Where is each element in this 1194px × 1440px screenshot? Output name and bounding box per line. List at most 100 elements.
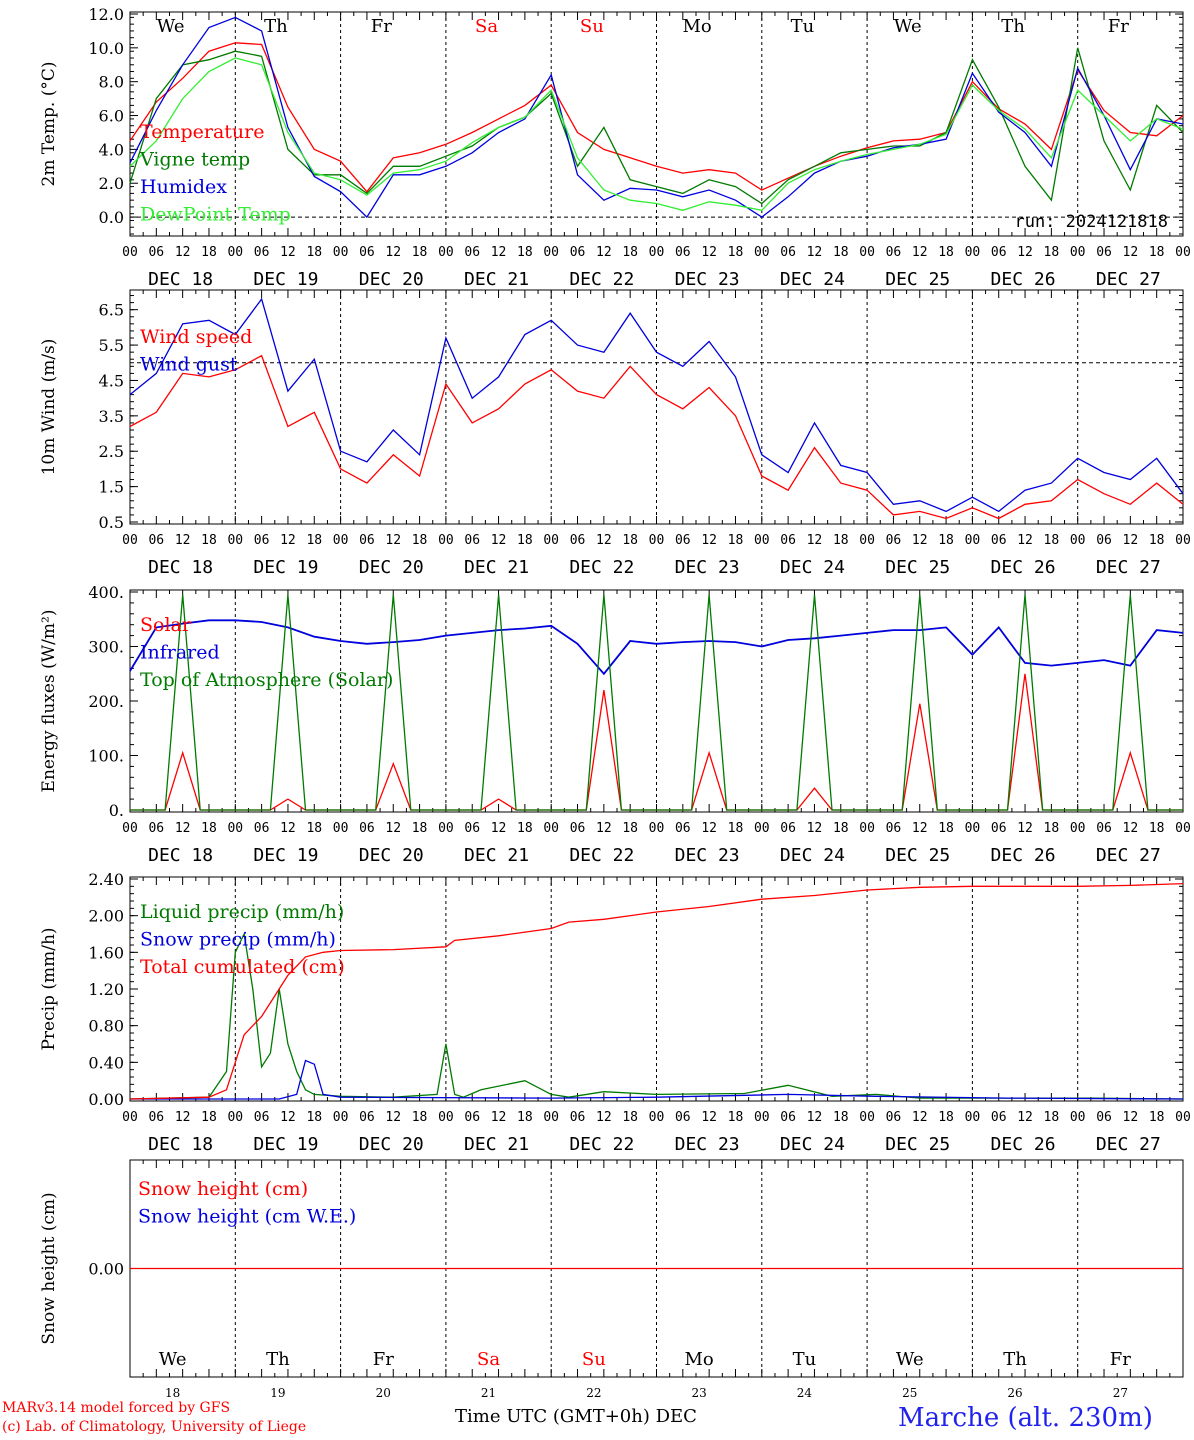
hour-tick-label: 00 bbox=[965, 821, 981, 836]
hour-tick-label: 18 bbox=[412, 821, 428, 836]
hour-tick-label: 12 bbox=[1123, 245, 1139, 260]
series-line-2 bbox=[129, 297, 1184, 513]
hour-tick-label: 12 bbox=[280, 1110, 296, 1125]
y-tick-label: 100. bbox=[88, 747, 124, 766]
hour-tick-label: 12 bbox=[701, 533, 717, 548]
y-tick-label: 0.5 bbox=[99, 513, 124, 532]
y-tick-label: 3.5 bbox=[99, 407, 124, 426]
hour-tick-label: 06 bbox=[359, 821, 375, 836]
legend-entry: Snow height (cm) bbox=[138, 1178, 308, 1200]
hour-tick-label: 18 bbox=[1149, 821, 1165, 836]
hour-tick-label: 00 bbox=[122, 533, 138, 548]
y-tick-label: 1.20 bbox=[88, 980, 124, 999]
hour-tick-label: 06 bbox=[675, 1110, 691, 1125]
hour-tick-label: 06 bbox=[570, 821, 586, 836]
hour-tick-label: 00 bbox=[859, 821, 875, 836]
weekday-label: Su bbox=[580, 16, 604, 37]
date-label: DEC 19 bbox=[253, 845, 318, 866]
hour-tick-label: 18 bbox=[1149, 245, 1165, 260]
hour-tick-label: 18 bbox=[833, 245, 849, 260]
y-tick-label: 10.0 bbox=[88, 39, 124, 58]
hour-tick-label: 06 bbox=[991, 245, 1007, 260]
hour-tick-label: 18 bbox=[622, 1110, 638, 1125]
panel-1: 12.0 10.0 8.0 6.0 4.0 2.0 0.0 2m Temp. (°C) Temp… bbox=[39, 5, 1191, 290]
hour-tick-label: 12 bbox=[175, 245, 191, 260]
date-label: DEC 20 bbox=[359, 1134, 424, 1155]
date-label: DEC 19 bbox=[253, 557, 318, 578]
date-label: DEC 24 bbox=[780, 1134, 845, 1155]
hour-tick-label: 00 bbox=[1070, 533, 1086, 548]
legend-entry: Solar bbox=[140, 614, 192, 636]
date-label: DEC 21 bbox=[464, 1134, 529, 1155]
y-axis-label: Energy fluxes (W/m²) bbox=[39, 610, 59, 793]
hour-tick-label: 06 bbox=[675, 245, 691, 260]
date-label: DEC 22 bbox=[569, 269, 634, 290]
hour-tick-label: 12 bbox=[385, 821, 401, 836]
hour-tick-label: 12 bbox=[912, 821, 928, 836]
hour-tick-label: 18 bbox=[306, 533, 322, 548]
y-tick-label: 12.0 bbox=[88, 5, 124, 24]
hour-tick-label: 06 bbox=[886, 245, 902, 260]
hour-tick-label: 12 bbox=[280, 245, 296, 260]
hour-tick-label: 00 bbox=[333, 1110, 349, 1125]
footer-model-line: MARv3.14 model forced by GFS bbox=[2, 1400, 231, 1416]
hour-tick-label: 12 bbox=[596, 533, 612, 548]
hour-tick-label: 06 bbox=[464, 245, 480, 260]
hour-tick-label: 12 bbox=[1123, 821, 1139, 836]
hour-tick-label: 06 bbox=[359, 1110, 375, 1125]
y-tick-label: 8.0 bbox=[99, 73, 124, 92]
weekday-label: Sa bbox=[477, 1349, 500, 1370]
hour-tick-label: 06 bbox=[675, 533, 691, 548]
hour-tick-label: 12 bbox=[807, 1110, 823, 1125]
hour-tick-label: 00 bbox=[543, 533, 559, 548]
day-number-label: 20 bbox=[376, 1386, 391, 1400]
hour-tick-label: 18 bbox=[1149, 533, 1165, 548]
hour-tick-label: 06 bbox=[570, 1110, 586, 1125]
y-tick-label: 0.00 bbox=[88, 1260, 124, 1279]
weekday-label: Fr bbox=[1108, 16, 1129, 37]
series-line-2 bbox=[129, 619, 1184, 676]
hour-tick-label: 00 bbox=[754, 245, 770, 260]
date-label: DEC 23 bbox=[675, 557, 740, 578]
date-label: DEC 25 bbox=[885, 1134, 950, 1155]
date-label: DEC 19 bbox=[253, 1134, 318, 1155]
date-label: DEC 24 bbox=[780, 269, 845, 290]
hour-tick-label: 00 bbox=[754, 533, 770, 548]
hour-tick-label: 12 bbox=[807, 245, 823, 260]
series-line-2 bbox=[130, 1059, 1184, 1100]
weekday-label: Fr bbox=[1110, 1349, 1131, 1370]
weekday-label: Sa bbox=[475, 16, 498, 37]
date-label: DEC 22 bbox=[569, 1134, 634, 1155]
hour-tick-label: 12 bbox=[1017, 1110, 1033, 1125]
hour-tick-label: 06 bbox=[464, 533, 480, 548]
panel-4: 2.40 2.00 1.60 1.20 0.80 0.40 0.00 Precip (mm/h… bbox=[39, 870, 1191, 1155]
hour-tick-label: 18 bbox=[938, 245, 954, 260]
hour-tick-label: 00 bbox=[333, 245, 349, 260]
hour-tick-label: 06 bbox=[991, 821, 1007, 836]
hour-tick-label: 06 bbox=[148, 1110, 164, 1125]
y-tick-label: 4.5 bbox=[99, 371, 124, 390]
hour-tick-label: 18 bbox=[306, 821, 322, 836]
date-label: DEC 25 bbox=[885, 845, 950, 866]
hour-tick-label: 06 bbox=[464, 821, 480, 836]
hour-tick-label: 00 bbox=[1175, 533, 1191, 548]
hour-tick-label: 12 bbox=[807, 533, 823, 548]
hour-tick-label: 18 bbox=[833, 1110, 849, 1125]
hour-tick-label: 00 bbox=[333, 821, 349, 836]
hour-tick-label: 00 bbox=[859, 245, 875, 260]
hour-tick-label: 12 bbox=[1123, 533, 1139, 548]
date-label: DEC 22 bbox=[569, 557, 634, 578]
hour-tick-label: 12 bbox=[385, 533, 401, 548]
hour-tick-label: 18 bbox=[1149, 1110, 1165, 1125]
weekday-label: Tu bbox=[793, 1349, 817, 1370]
date-label: DEC 18 bbox=[148, 1134, 213, 1155]
weekday-label: Th bbox=[1001, 16, 1025, 37]
hour-tick-label: 12 bbox=[280, 533, 296, 548]
date-label: DEC 21 bbox=[464, 557, 529, 578]
day-number-label: 26 bbox=[1007, 1386, 1022, 1400]
y-tick-label: 200. bbox=[88, 692, 124, 711]
hour-tick-label: 12 bbox=[701, 1110, 717, 1125]
hour-tick-label: 00 bbox=[1070, 1110, 1086, 1125]
hour-tick-label: 18 bbox=[938, 533, 954, 548]
hour-tick-label: 18 bbox=[201, 1110, 217, 1125]
